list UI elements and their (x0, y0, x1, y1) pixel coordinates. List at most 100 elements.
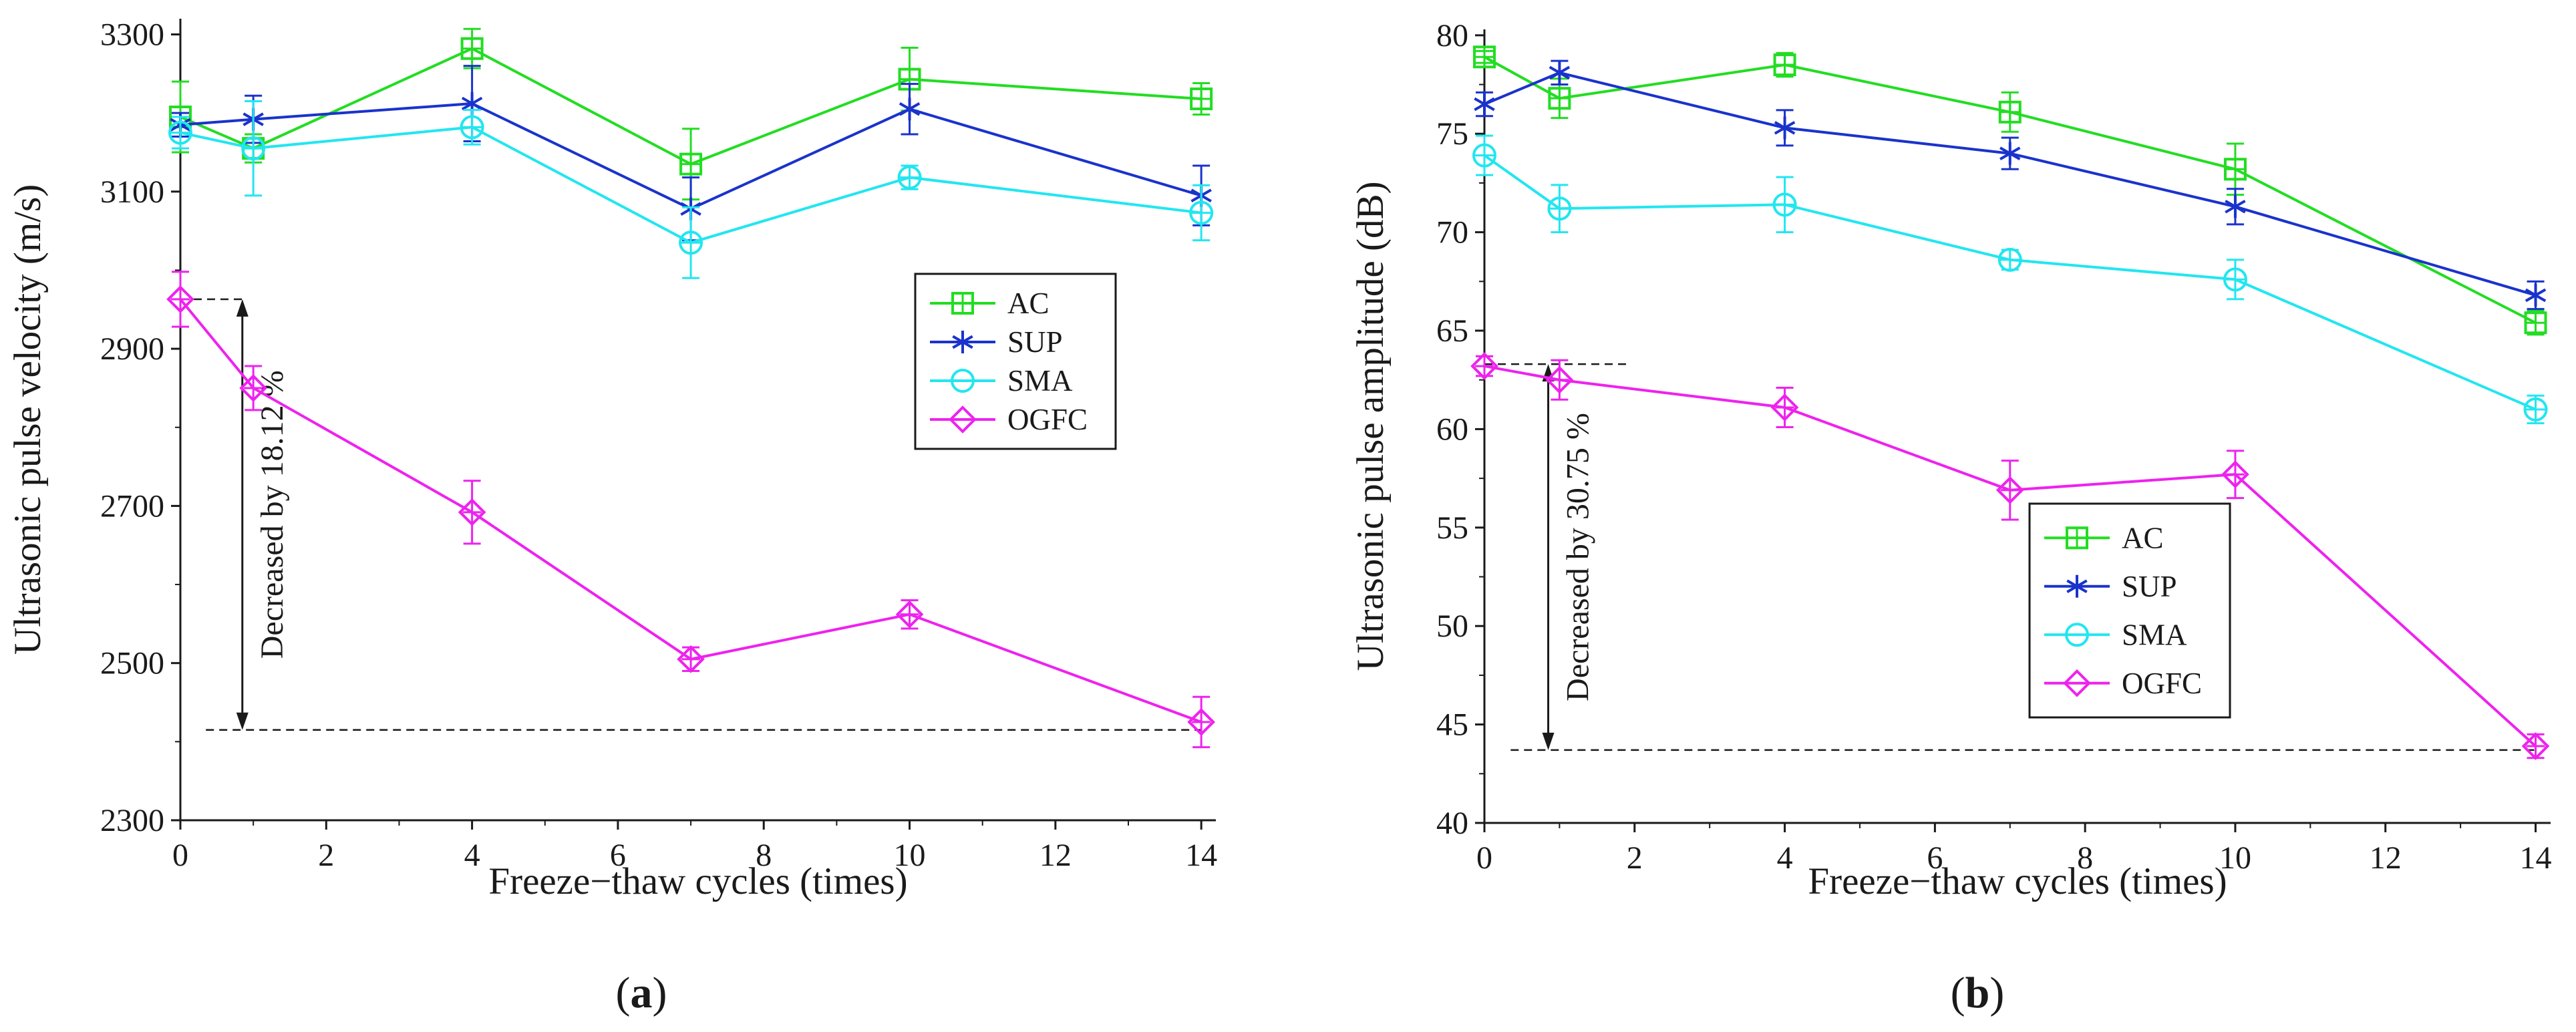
legend-label-sma: SMA (2122, 618, 2187, 651)
legend-label-sma: SMA (1007, 364, 1073, 397)
series-sma (1472, 134, 2548, 425)
data-point-sma (241, 136, 266, 161)
panel-caption: (b) (1951, 969, 2005, 1017)
y-tick-label: 55 (1436, 510, 1468, 546)
data-point-sup (2225, 200, 2246, 214)
y-axis-title: Ultrasonic pulse amplitude (dB) (1349, 182, 1392, 671)
data-point-ogfc (2521, 732, 2550, 760)
data-point-sma (1189, 200, 1214, 225)
annotation-arrow-head-down (236, 712, 249, 730)
y-tick-label: 3100 (100, 174, 164, 210)
series-line-ogfc (1484, 365, 2537, 747)
y-tick-label: 60 (1436, 411, 1468, 447)
data-point-ogfc (1770, 393, 1799, 421)
annotation-label: Decreased by 30.75 % (1561, 413, 1596, 701)
x-tick-label: 10 (894, 838, 926, 873)
data-point-ogfc (1995, 476, 2024, 504)
x-axis-title: Freeze−thaw cycles (times) (488, 860, 907, 902)
chart-panel-b: 0 2 4 6 8 10 12 14 40 45 50 55 60 65 70 75 80 Freeze−thaw… (1349, 18, 2552, 1017)
data-point-sup (461, 96, 483, 111)
legend-label-ogfc: OGFC (1007, 403, 1088, 436)
data-point-sma (1997, 247, 2022, 272)
series-line-ac (180, 47, 1202, 166)
legend-label-ac: AC (1007, 287, 1050, 320)
legend-marker-sma (951, 369, 975, 393)
x-axis-title: Freeze−thaw cycles (times) (1808, 860, 2227, 902)
legend: AC SUP SMA OGFC (914, 273, 1117, 450)
data-point-sup (1474, 97, 1495, 112)
y-tick-label: 40 (1436, 806, 1468, 841)
data-point-ogfc (2221, 460, 2249, 489)
panel-caption: (a) (616, 969, 667, 1017)
data-point-ogfc (895, 600, 924, 629)
x-tick-label: 12 (1039, 838, 1072, 873)
series-sup (170, 65, 1212, 242)
data-point-ogfc (1545, 365, 1574, 394)
y-tick-label: 2900 (100, 331, 164, 367)
data-point-ogfc (239, 374, 267, 402)
y-tick-label: 2300 (100, 803, 164, 838)
x-tick-label: 10 (2219, 840, 2251, 876)
legend: AC SUP SMA OGFC (2028, 502, 2231, 719)
y-tick-label: 70 (1436, 215, 1468, 250)
y-tick-label: 75 (1436, 116, 1468, 152)
x-tick-label: 14 (2520, 840, 2552, 876)
series-ogfc (1470, 352, 2550, 760)
x-tick-label: 8 (756, 838, 772, 873)
series-line-sma (180, 126, 1202, 244)
data-point-sma (1547, 196, 1572, 221)
data-point-sma (1772, 192, 1797, 217)
annotation-label: Decreased by 18.12 % (255, 370, 290, 659)
y-tick-label: 2700 (100, 488, 164, 524)
legend-marker-ogfc (949, 405, 977, 434)
data-point-sup (899, 102, 921, 116)
legend-marker-ogfc (2063, 669, 2091, 697)
y-axis-title: Ultrasonic pulse velocity (m/s) (7, 184, 49, 655)
data-point-sma (897, 165, 922, 190)
data-point-sma (2223, 267, 2247, 292)
series-line-sma (1483, 154, 2537, 411)
caption-letter: b (1965, 969, 1990, 1017)
caption-close: ) (1989, 969, 2004, 1017)
caption-letter: a (631, 969, 653, 1017)
data-point-ogfc (677, 645, 705, 673)
legend-label-ogfc: OGFC (2122, 667, 2202, 700)
annotation-arrow-head-down (1542, 732, 1555, 750)
legend-box (2028, 502, 2231, 719)
data-point-ogfc (1187, 708, 1215, 736)
data-point-sup (1774, 121, 1796, 135)
x-tick-label: 0 (172, 838, 188, 873)
data-point-ogfc (1470, 352, 1498, 380)
data-point-sma (679, 230, 703, 255)
data-point-ogfc (166, 285, 194, 313)
series-line-ac (1484, 55, 2537, 325)
data-point-sma (460, 115, 484, 140)
legend-label-ac: AC (2122, 521, 2164, 554)
legend-marker-sup (2066, 579, 2088, 593)
data-point-sma (168, 120, 192, 145)
y-tick-label: 65 (1436, 313, 1468, 349)
data-point-sma (1472, 143, 1496, 168)
data-point-ogfc (458, 498, 486, 526)
series-line-sup (180, 102, 1202, 210)
caption-open: ( (1951, 969, 1965, 1017)
chart-panel-a: 0 2 4 6 8 10 12 14 2300 2500 2700 2900 3100 3300 Freez… (7, 17, 1217, 1017)
y-tick-label: 80 (1436, 18, 1468, 53)
y-tick-label: 2500 (100, 646, 164, 681)
series-ogfc (166, 271, 1215, 749)
x-tick-label: 14 (1185, 838, 1217, 873)
y-tick-label: 50 (1436, 609, 1468, 644)
annotation-arrow-head-up (236, 299, 249, 317)
legend-marker-sma (2065, 623, 2089, 647)
caption-open: ( (616, 969, 631, 1017)
x-tick-label: 12 (2370, 840, 2402, 876)
data-point-sup (1549, 65, 1571, 80)
legend-marker-sup (952, 335, 973, 349)
series-line-sup (1484, 71, 2537, 297)
y-tick-label: 45 (1436, 707, 1468, 743)
series-line-ogfc (179, 298, 1202, 723)
legend-label-sup: SUP (1007, 325, 1063, 359)
data-point-sup (1999, 146, 2021, 160)
legend-label-sup: SUP (2122, 570, 2177, 603)
